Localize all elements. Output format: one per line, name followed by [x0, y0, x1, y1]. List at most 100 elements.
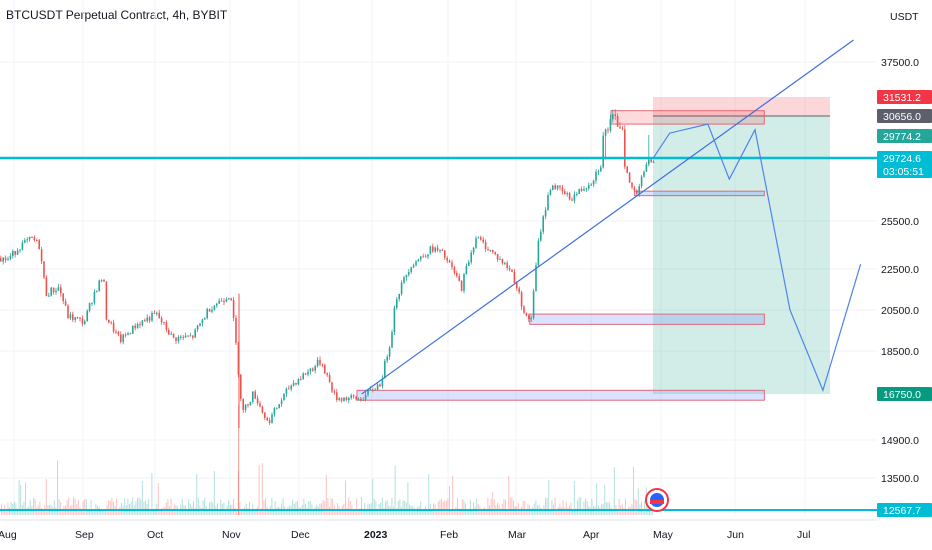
- candle-body: [261, 406, 264, 413]
- candle-body: [640, 176, 643, 187]
- candle-body: [194, 329, 196, 338]
- volume-bar: [101, 510, 103, 515]
- candle-body: [28, 236, 31, 240]
- candle-body: [465, 265, 468, 275]
- volume-bar: [61, 510, 63, 515]
- price-badge: 29774.2: [877, 129, 932, 143]
- candle-body: [55, 290, 57, 293]
- stop-loss-zone: [653, 97, 830, 116]
- volume-bar: [7, 502, 9, 515]
- volume-bar: [66, 500, 68, 515]
- volume-bar: [53, 500, 55, 515]
- candle-body: [432, 246, 434, 252]
- candle-body: [602, 135, 604, 168]
- candle-body: [566, 193, 568, 195]
- volume-bar: [247, 507, 249, 515]
- candle-body: [69, 314, 72, 319]
- candle-body: [369, 389, 372, 391]
- candle-body: [302, 373, 304, 380]
- volume-bar: [292, 499, 294, 515]
- candle-body: [420, 256, 422, 260]
- volume-bar: [228, 500, 230, 515]
- volume-bar: [138, 497, 140, 515]
- volume-bar: [586, 500, 588, 515]
- volume-bar: [332, 498, 334, 515]
- volume-bar: [263, 500, 265, 515]
- candle-body: [76, 317, 79, 319]
- candle-body: [309, 368, 312, 372]
- candle-body: [230, 298, 232, 301]
- volume-bar: [140, 499, 142, 515]
- volume-bar: [609, 502, 610, 515]
- candle-body: [422, 256, 424, 258]
- candle-body: [201, 319, 204, 324]
- candle-body: [24, 240, 26, 243]
- volume-bar: [570, 502, 572, 515]
- candle-body: [444, 250, 446, 258]
- candle-body: [278, 404, 280, 409]
- volume-bar: [137, 498, 138, 515]
- volume-bar: [634, 498, 636, 515]
- grid-lines: [0, 0, 877, 515]
- candle-body: [189, 335, 192, 337]
- candle-body: [597, 171, 600, 173]
- volume-bar: [585, 498, 586, 515]
- volume-bar: [626, 509, 628, 515]
- candle-body: [12, 250, 14, 257]
- volume-bar: [282, 497, 284, 515]
- candle-body: [319, 359, 321, 365]
- candle-body: [528, 315, 530, 320]
- volume-bar: [314, 507, 316, 515]
- volume-bar: [452, 475, 454, 515]
- candle-body: [2, 257, 4, 262]
- volume-bar: [273, 508, 274, 515]
- candle-body: [643, 171, 645, 177]
- candle-body: [62, 293, 64, 302]
- volume-bar: [573, 481, 575, 515]
- volume-bar: [642, 510, 644, 515]
- volume-bar: [500, 508, 502, 515]
- volume-bar: [469, 499, 471, 515]
- candle-body: [292, 382, 295, 386]
- candle-body: [410, 267, 412, 273]
- volume-bar: [220, 499, 222, 515]
- x-axis-tick-label: May: [653, 529, 674, 541]
- volume-spike: [238, 405, 240, 515]
- candle-body: [290, 385, 292, 390]
- y-axis-tick-label: 37500.0: [881, 57, 919, 69]
- candle-body: [340, 398, 343, 401]
- volume-bar: [306, 507, 308, 515]
- y-axis-tick-label: 22500.0: [881, 264, 919, 276]
- volume-bar: [57, 460, 58, 515]
- candle-body: [403, 277, 405, 283]
- candle-body: [336, 392, 338, 401]
- volume-bar: [68, 497, 70, 515]
- volume-bar: [428, 474, 430, 515]
- candle-body: [516, 282, 518, 289]
- volume-bar: [253, 510, 255, 515]
- candle-body: [621, 128, 624, 130]
- volume-bar: [330, 498, 332, 515]
- candle-body: [300, 379, 302, 381]
- candle-body: [446, 257, 448, 261]
- volume-bar: [349, 500, 351, 515]
- volume-bar: [346, 507, 348, 515]
- volume-bar: [519, 508, 521, 515]
- candle-body: [496, 254, 499, 260]
- candle-body: [573, 194, 576, 201]
- volume-bar: [2, 509, 4, 515]
- candle-body: [357, 398, 360, 400]
- volume-bar: [172, 509, 174, 515]
- candle-body: [163, 322, 165, 324]
- price-badge-bg: [877, 151, 932, 178]
- candle-body: [220, 300, 223, 302]
- volume-bar: [450, 509, 452, 515]
- candle-body: [631, 182, 633, 188]
- volume-bar: [41, 507, 42, 515]
- volume-bar: [473, 502, 474, 515]
- candle-body: [297, 379, 300, 385]
- candle-body: [388, 347, 391, 357]
- candle-body: [285, 388, 288, 394]
- candle-body: [648, 159, 650, 165]
